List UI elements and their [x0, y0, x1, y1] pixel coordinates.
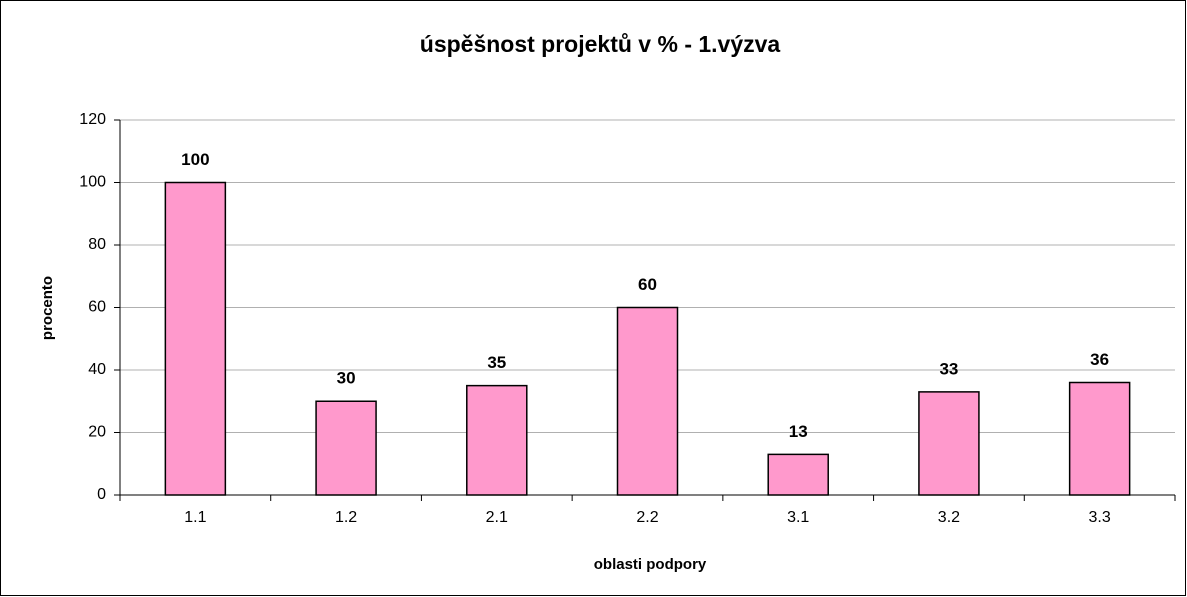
y-axis-label: procento	[39, 276, 56, 340]
data-label: 35	[487, 353, 506, 372]
x-tick-label: 3.2	[938, 509, 960, 526]
bar	[466, 384, 528, 496]
data-label: 33	[939, 359, 958, 378]
x-tick-label: 2.2	[636, 509, 658, 526]
bar	[918, 391, 980, 496]
data-label: 13	[789, 422, 808, 441]
y-tick-label: 100	[79, 174, 106, 191]
x-tick-label: 1.2	[335, 509, 357, 526]
chart-title: úspěšnost projektů v % - 1.výzva	[420, 31, 781, 57]
x-tick-label: 3.3	[1089, 509, 1111, 526]
bar	[767, 453, 829, 496]
x-tick-label: 2.1	[486, 509, 508, 526]
bar	[616, 306, 679, 496]
x-axis-label: oblasti podpory	[594, 556, 707, 573]
bar	[164, 181, 227, 496]
data-label: 30	[337, 369, 356, 388]
y-tick-label: 80	[88, 236, 106, 253]
y-tick-label: 120	[79, 111, 106, 128]
y-tick-label: 0	[97, 486, 106, 503]
y-tick-label: 40	[88, 361, 106, 378]
y-tick-label: 60	[88, 299, 106, 316]
bar	[315, 400, 377, 496]
x-tick-label: 1.1	[184, 509, 206, 526]
x-tick-label: 3.1	[787, 509, 809, 526]
data-label: 60	[638, 275, 657, 294]
data-label: 36	[1090, 350, 1109, 369]
data-label: 100	[181, 150, 209, 169]
y-tick-label: 20	[88, 424, 106, 441]
bar	[1068, 381, 1131, 496]
